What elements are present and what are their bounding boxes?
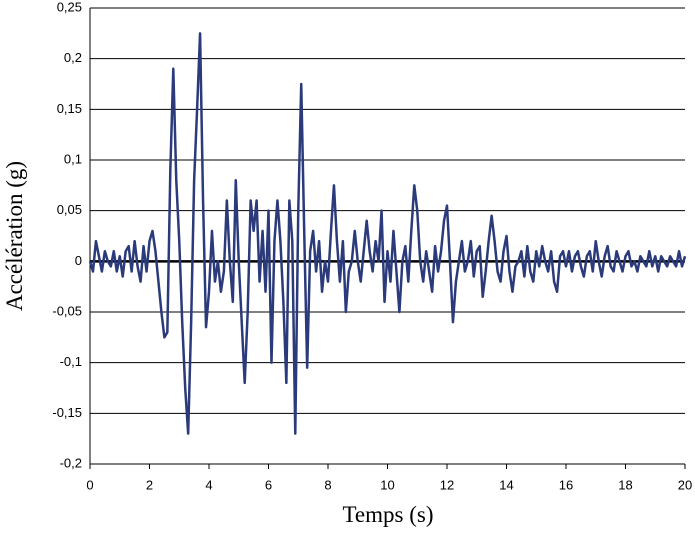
x-tick-label: 14 [499, 477, 513, 492]
y-tick-label: -0,1 [60, 354, 82, 369]
y-tick-label: 0,15 [57, 101, 82, 116]
x-tick-label: 8 [324, 477, 331, 492]
y-tick-label: 0,2 [64, 50, 82, 65]
y-tick-label: -0,15 [52, 405, 82, 420]
y-axis-label: Accélération (g) [2, 161, 27, 311]
x-tick-label: 16 [559, 477, 573, 492]
x-tick-label: 4 [205, 477, 212, 492]
x-tick-label: 12 [440, 477, 454, 492]
y-tick-label: 0,05 [57, 202, 82, 217]
x-tick-label: 2 [146, 477, 153, 492]
x-tick-label: 0 [86, 477, 93, 492]
y-tick-label: 0,25 [57, 0, 82, 14]
x-tick-label: 20 [678, 477, 692, 492]
data-line [88, 32, 687, 435]
x-tick-label: 18 [618, 477, 632, 492]
y-tick-label: -0,05 [52, 303, 82, 318]
y-tick-label: 0,1 [64, 151, 82, 166]
x-tick-label: 6 [265, 477, 272, 492]
x-tick-label: 10 [380, 477, 394, 492]
x-axis-label: Temps (s) [342, 502, 433, 527]
y-tick-label: 0 [75, 253, 82, 268]
y-tick-label: -0,2 [60, 455, 82, 470]
